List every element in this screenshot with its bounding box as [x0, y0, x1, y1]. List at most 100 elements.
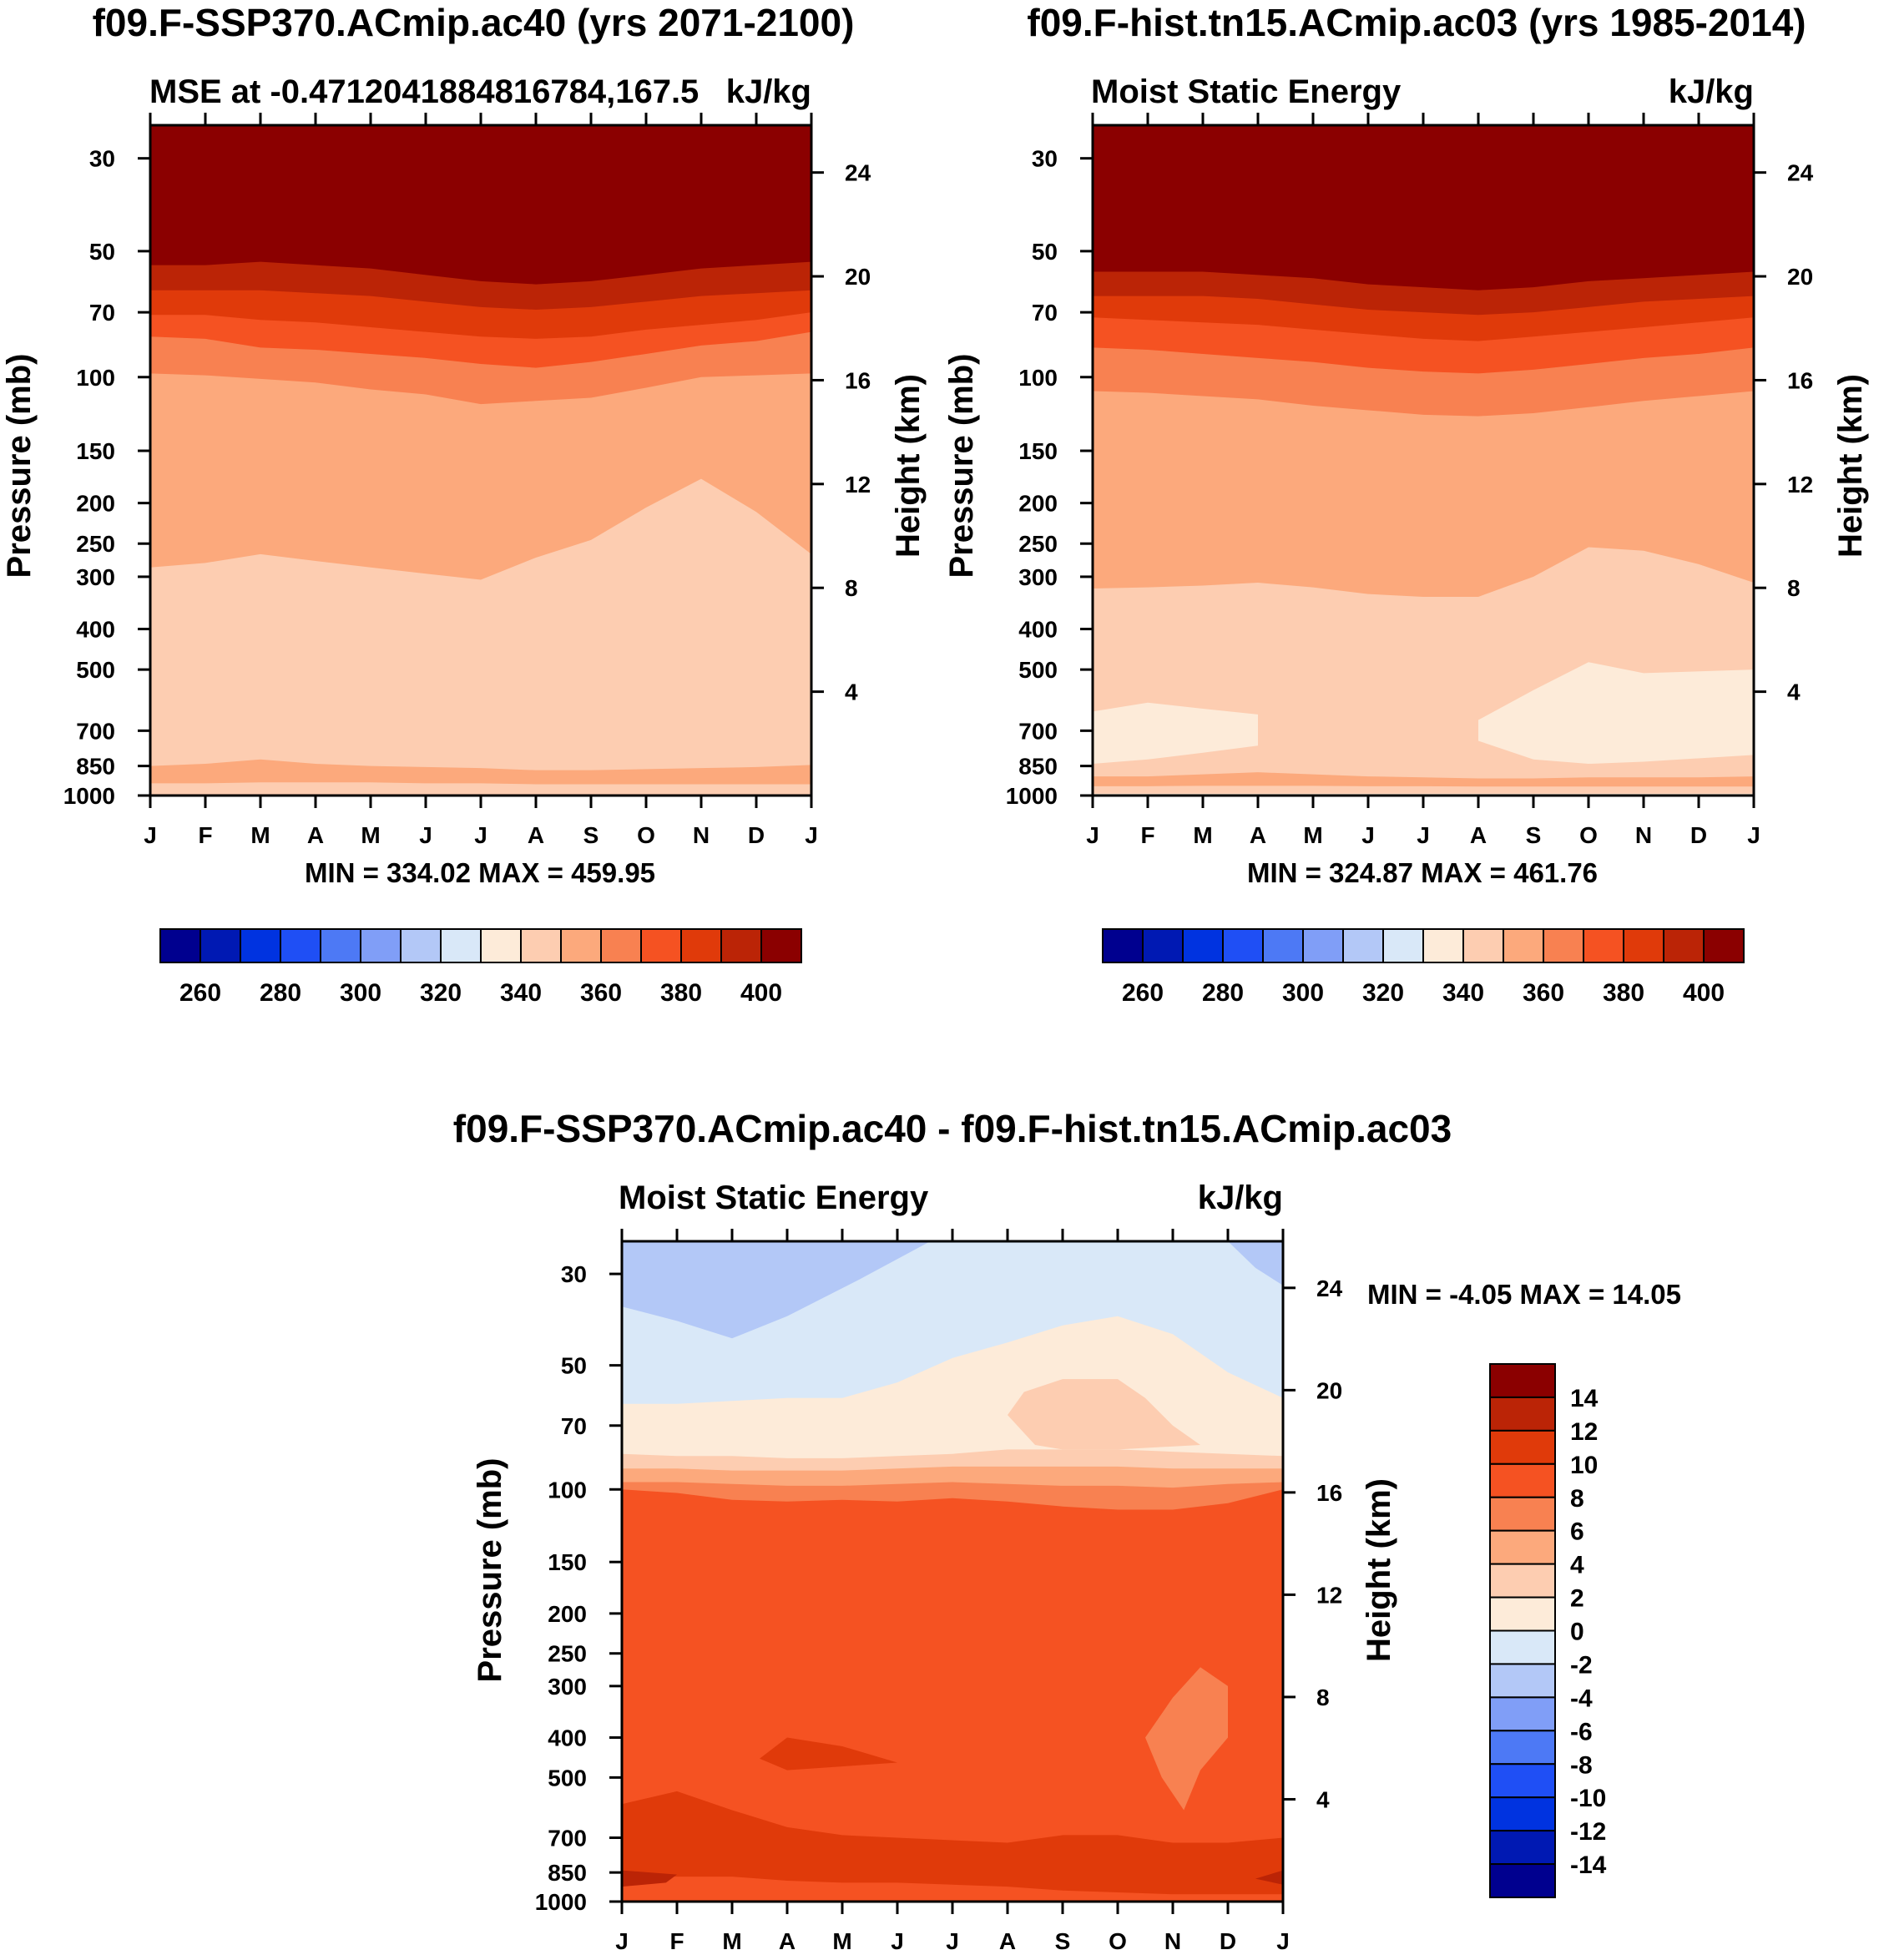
colorbar-swatch	[1489, 1763, 1556, 1799]
height-tick-label: 16	[845, 367, 871, 393]
pressure-tick-label: 700	[1018, 718, 1058, 744]
colorbar-swatch	[1142, 928, 1184, 963]
panel-3-left-label: Moist Static Energy	[619, 1180, 929, 1216]
pressure-tick-label: 50	[1032, 239, 1058, 265]
pressure-tick-label: 150	[76, 438, 115, 464]
colorbar-label: 10	[1570, 1452, 1598, 1479]
panel-3-band-7	[622, 1877, 1283, 1902]
panel-2-units: kJ/kg	[1669, 73, 1754, 110]
pressure-tick-label: 200	[548, 1601, 587, 1627]
colorbar-swatch	[1382, 928, 1424, 963]
pressure-tick-label: 1000	[535, 1889, 587, 1915]
panel-3-patch-4-1	[760, 1737, 897, 1771]
pressure-tick-label: 250	[1018, 531, 1058, 557]
panel-2-title: f09.F-hist.tn15.ACmip.ac03 (yrs 1985-201…	[1027, 1, 1806, 44]
colorbar-swatch	[480, 928, 522, 963]
pressure-tick-label: 400	[548, 1725, 587, 1751]
colorbar-swatch	[320, 928, 361, 963]
panel-3-patch-1-2	[1228, 1241, 1283, 1286]
panel-3-title: f09.F-SSP370.ACmip.ac40 - f09.F-hist.tn1…	[453, 1107, 1452, 1150]
height-tick-label: 16	[1787, 367, 1813, 393]
colorbar-swatch	[1462, 928, 1504, 963]
panel-3-patch-5-1	[622, 1870, 677, 1887]
x-tick-label: M	[361, 822, 380, 848]
panel-3-colorbar: 14 12 10 8 6 4 2 0 -2 -4 -6 -8 -10 -12 -14	[1489, 1363, 1607, 1898]
colorbar-swatch	[280, 928, 321, 963]
panel-2-colorbar: 260 280 300 320 340 360 380 400	[1102, 928, 1745, 1007]
x-tick-label: M	[250, 822, 270, 848]
colorbar-swatch	[1262, 928, 1304, 963]
colorbar-label: 14	[1570, 1385, 1599, 1412]
panel-3-patch-3-1	[1145, 1667, 1228, 1811]
colorbar-label: -10	[1570, 1785, 1606, 1812]
pressure-tick-label: 300	[76, 564, 115, 590]
colorbar-swatch	[600, 928, 642, 963]
colorbar-swatch	[1663, 928, 1705, 963]
colorbar-label: 320	[420, 979, 462, 1007]
pressure-tick-label: 300	[548, 1674, 587, 1700]
colorbar-label: -4	[1570, 1685, 1593, 1712]
pressure-tick-label: 700	[76, 718, 115, 744]
x-tick-label: D	[1690, 822, 1707, 848]
colorbar-swatch	[440, 928, 482, 963]
x-tick-label: O	[1109, 1928, 1127, 1954]
panel-2-patch-1-2	[1478, 662, 1754, 765]
pressure-tick-label: 70	[561, 1413, 587, 1439]
colorbar-label: 6	[1570, 1518, 1584, 1546]
pressure-tick-label: 100	[1018, 365, 1058, 391]
pressure-tick-label: 50	[561, 1353, 587, 1379]
pressure-tick-label: 70	[1032, 300, 1058, 326]
pressure-tick-label: 250	[548, 1641, 587, 1667]
pressure-tick-label: 30	[1032, 146, 1058, 172]
x-tick-label: M	[722, 1928, 741, 1954]
panel-1-left-label: MSE at -0.471204188481678​4,167.5	[149, 73, 699, 110]
colorbar-swatch	[200, 928, 241, 963]
pressure-tick-label: 700	[548, 1826, 587, 1851]
colorbar-swatch	[1489, 1462, 1556, 1498]
panel-1-band-6	[150, 478, 811, 796]
colorbar-label: 4	[1570, 1552, 1584, 1579]
panel-1-ylabel: Pressure (mb)	[1, 354, 38, 578]
panel-1-units: kJ/kg	[726, 73, 811, 110]
colorbar-swatch	[400, 928, 442, 963]
colorbar-label: 300	[1282, 979, 1324, 1007]
colorbar-swatch	[1503, 928, 1544, 963]
x-tick-label: A	[1250, 822, 1266, 848]
x-tick-label: F	[669, 1928, 684, 1954]
x-tick-label: J	[805, 822, 818, 848]
colorbar-swatch	[1489, 1663, 1556, 1699]
pressure-tick-label: 850	[548, 1860, 587, 1886]
panel-2-plot: J F M A M J J A S O N D J 30 50 70 100 150 200 250 300 400 500…	[1006, 113, 1814, 848]
pressure-tick-label: 100	[548, 1477, 587, 1503]
height-tick-label: 8	[1316, 1685, 1330, 1710]
pressure-tick-label: 150	[1018, 438, 1058, 464]
x-tick-label: M	[1193, 822, 1212, 848]
panel-1-plot: J F M A M J J A S O N D J 30 50 70 100 150 200 250 300 400 500…	[63, 113, 871, 848]
colorbar-label: 260	[179, 979, 221, 1007]
colorbar-label: -8	[1570, 1751, 1593, 1779]
x-tick-label: J	[474, 822, 487, 848]
panel-1-band-8	[150, 782, 811, 796]
colorbar-swatch	[1182, 928, 1224, 963]
height-tick-label: 12	[1787, 472, 1813, 498]
panel-1-title: f09.F-SSP370.ACmip.ac40 (yrs 2071-2100)	[93, 1, 855, 44]
pressure-tick-label: 100	[76, 365, 115, 391]
panel-2-y2label: Height (km)	[1832, 374, 1869, 558]
pressure-tick-label: 500	[76, 657, 115, 683]
x-tick-label: A	[999, 1928, 1016, 1954]
colorbar-swatch	[1489, 1696, 1556, 1732]
pressure-tick-label: 200	[76, 491, 115, 517]
x-tick-label: N	[1164, 1928, 1181, 1954]
colorbar-swatch	[1489, 1429, 1556, 1465]
height-tick-label: 8	[1787, 575, 1801, 601]
x-tick-label: D	[1220, 1928, 1236, 1954]
panel-1-stats: MIN = 334.02 MAX = 459.95	[305, 857, 655, 888]
colorbar-swatch	[1489, 1563, 1556, 1599]
x-tick-label: M	[1303, 822, 1322, 848]
height-tick-label: 16	[1316, 1480, 1342, 1506]
colorbar-swatch	[640, 928, 682, 963]
panel-1: f09.F-SSP370.ACmip.ac40 (yrs 2071-2100) …	[1, 1, 927, 1007]
colorbar-swatch	[680, 928, 722, 963]
pressure-tick-label: 500	[1018, 657, 1058, 683]
